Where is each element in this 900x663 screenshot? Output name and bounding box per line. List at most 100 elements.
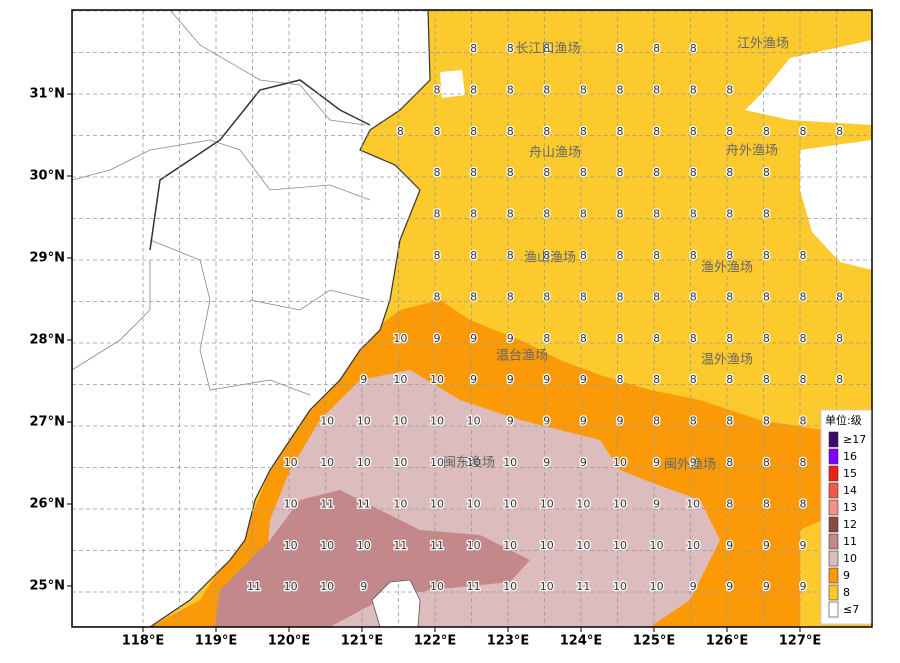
grid-value: 8 bbox=[763, 497, 770, 510]
grid-value: 8 bbox=[580, 332, 587, 345]
legend-label: 10 bbox=[843, 552, 857, 565]
grid-value: 8 bbox=[690, 332, 697, 345]
grid-value: 8 bbox=[763, 166, 770, 179]
grid-value: 8 bbox=[690, 208, 697, 221]
grid-value: 8 bbox=[617, 166, 624, 179]
grid-value: 8 bbox=[690, 166, 697, 179]
grid-value: 10 bbox=[576, 497, 590, 510]
grid-value: 8 bbox=[653, 415, 660, 428]
grid-value: 8 bbox=[507, 166, 514, 179]
grid-value: 10 bbox=[613, 539, 627, 552]
grid-value: 8 bbox=[434, 125, 441, 138]
y-tick-label: 25°N bbox=[30, 579, 65, 594]
grid-value: 8 bbox=[617, 290, 624, 303]
grid-value: 8 bbox=[726, 83, 733, 96]
grid-value: 9 bbox=[580, 373, 587, 386]
grid-value: 8 bbox=[617, 373, 624, 386]
grid-value: 9 bbox=[617, 415, 624, 428]
grid-value: 10 bbox=[503, 456, 517, 469]
grid-value: 8 bbox=[763, 415, 770, 428]
grid-value: 8 bbox=[653, 166, 660, 179]
grid-value: 8 bbox=[690, 415, 697, 428]
grid-value: 8 bbox=[543, 166, 550, 179]
grid-value: 9 bbox=[763, 539, 770, 552]
grid-value: 8 bbox=[617, 249, 624, 262]
grid-value: 8 bbox=[763, 208, 770, 221]
legend-title: 单位:级 bbox=[825, 413, 862, 427]
grid-value: 8 bbox=[726, 290, 733, 303]
grid-value: 11 bbox=[393, 539, 407, 552]
grid-value: 9 bbox=[543, 373, 550, 386]
y-tick-label: 31°N bbox=[30, 87, 65, 102]
map-field: 8 8 8 8 8 8 8 8 8 8 8 8 8 8 8 8 8 8 8 8 8 8 8 8 8 8 8 8 8 8 8 8 8 8 8 8 8 8 8 8… bbox=[72, 10, 872, 627]
grid-value: 8 bbox=[800, 290, 807, 303]
legend-label: ≤7 bbox=[843, 603, 859, 616]
grid-value: 10 bbox=[393, 456, 407, 469]
legend-swatch bbox=[828, 499, 839, 516]
frame bbox=[71, 9, 873, 628]
grid-value: 8 bbox=[543, 125, 550, 138]
legend-swatch bbox=[828, 533, 839, 550]
grid-value: 8 bbox=[800, 373, 807, 386]
grid-value: 8 bbox=[397, 125, 404, 138]
legend-label: 15 bbox=[843, 467, 857, 480]
grid-value: 10 bbox=[467, 497, 481, 510]
field-7 bbox=[800, 140, 872, 270]
grid-value: 8 bbox=[470, 83, 477, 96]
grid-value: 10 bbox=[613, 580, 627, 593]
province-border bbox=[149, 79, 371, 251]
x-tick-label: 127°E bbox=[779, 634, 822, 649]
x-tick-label: 119°E bbox=[195, 634, 238, 649]
grid-value: 10 bbox=[393, 332, 407, 345]
legend-swatch bbox=[828, 431, 839, 448]
boundary bbox=[72, 10, 371, 396]
grid-value: 9 bbox=[726, 539, 733, 552]
grid-value: 8 bbox=[543, 249, 550, 262]
grid-value: 8 bbox=[800, 249, 807, 262]
grid-value: 8 bbox=[653, 83, 660, 96]
graticule bbox=[72, 10, 872, 627]
grid-value: 9 bbox=[690, 580, 697, 593]
grid-value: 8 bbox=[763, 290, 770, 303]
grid-value: 10 bbox=[430, 456, 444, 469]
grid-value: 10 bbox=[576, 539, 590, 552]
grid-value: 10 bbox=[320, 580, 334, 593]
field-11 bbox=[215, 490, 530, 627]
grid-value: 9 bbox=[470, 332, 477, 345]
grid-value: 8 bbox=[690, 83, 697, 96]
grid-value: 8 bbox=[653, 249, 660, 262]
x-tick-label: 121°E bbox=[341, 634, 384, 649]
legend-label: 11 bbox=[843, 535, 857, 548]
grid-value: 9 bbox=[653, 456, 660, 469]
grid-value: 8 bbox=[507, 290, 514, 303]
grid-values: 8 8 8 8 8 8 8 8 8 8 8 8 8 8 8 8 8 8 8 8 8 8 8 8 8 8 8 8 8 8 8 8 8 8 8 8 8 8 8 8… bbox=[246, 41, 845, 595]
y-tick-label: 26°N bbox=[30, 497, 65, 512]
fishing-ground-label: 闽东渔场 bbox=[443, 456, 495, 471]
grid-value: 10 bbox=[284, 497, 298, 510]
grid-value: 10 bbox=[393, 497, 407, 510]
grid-value: 8 bbox=[726, 415, 733, 428]
legend-label: 9 bbox=[843, 569, 850, 582]
x-tick-label: 122°E bbox=[414, 634, 457, 649]
grid-value: 8 bbox=[507, 42, 514, 55]
grid-value: 8 bbox=[434, 208, 441, 221]
grid-value: 8 bbox=[580, 290, 587, 303]
grid-value: 10 bbox=[540, 580, 554, 593]
grid-value: 8 bbox=[580, 249, 587, 262]
grid-value: 8 bbox=[763, 332, 770, 345]
land bbox=[72, 10, 431, 627]
field-7 bbox=[745, 40, 872, 125]
grid-value: 11 bbox=[320, 497, 334, 510]
grid-value: 9 bbox=[653, 497, 660, 510]
grid-value: 8 bbox=[434, 166, 441, 179]
fishing-ground-label: 渔外渔场 bbox=[701, 261, 753, 276]
grid-value: 10 bbox=[650, 539, 664, 552]
grid-value: 10 bbox=[503, 539, 517, 552]
grid-value: 8 bbox=[800, 332, 807, 345]
legend-swatch bbox=[828, 550, 839, 567]
grid-value: 8 bbox=[507, 125, 514, 138]
grid-value: 8 bbox=[690, 373, 697, 386]
legend-label: ≥17 bbox=[843, 433, 866, 446]
grid-value: 9 bbox=[360, 373, 367, 386]
